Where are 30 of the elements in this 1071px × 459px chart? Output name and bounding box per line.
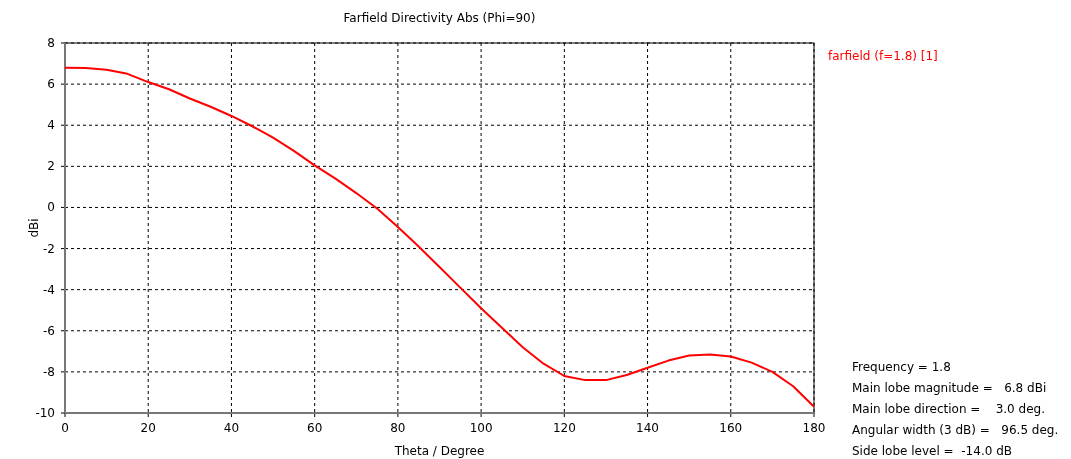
y-tick-label: 0 — [47, 200, 55, 215]
text: Main lobe magnitude = 6.8 dBi — [852, 381, 1047, 395]
y-tick-label: -2 — [43, 241, 55, 256]
text: Side lobe level = -14.0 dB — [852, 444, 1013, 458]
y-tick-label: -6 — [43, 323, 55, 338]
y-tick-label: 6 — [47, 77, 55, 92]
x-axis-title: Theta / Degree — [393, 444, 485, 458]
y-tick-label: -8 — [43, 364, 55, 379]
x-tick-label: 80 — [390, 421, 406, 435]
x-tick-label: 160 — [719, 421, 743, 435]
text: Main lobe direction = 3.0 deg. — [852, 402, 1045, 416]
text: Frequency = 1.8 — [852, 360, 951, 374]
x-tick-label: 140 — [636, 421, 660, 435]
y-tick-label: -10 — [35, 406, 55, 420]
x-tick-label: 180 — [802, 421, 826, 435]
x-tick-label: 40 — [223, 421, 240, 435]
x-tick-label: 60 — [307, 421, 323, 435]
x-tick-label: 120 — [552, 421, 576, 435]
text: Angular width (3 dB) = 96.5 deg. — [852, 423, 1059, 437]
y-axis-title: dBi — [27, 218, 41, 238]
y-tick-label: 8 — [47, 36, 55, 50]
y-tick-label: -4 — [43, 282, 55, 297]
x-tick-label: 0 — [61, 421, 69, 435]
x-tick-label: 20 — [140, 421, 156, 435]
y-tick-label: 2 — [47, 159, 55, 174]
chart-title: Farfield Directivity Abs (Phi=90) — [343, 11, 536, 25]
x-tick-label: 100 — [469, 421, 493, 435]
y-tick-label: 4 — [47, 118, 55, 133]
text: farfield (f=1.8) [1] — [828, 49, 938, 63]
line-series — [64, 66, 815, 408]
